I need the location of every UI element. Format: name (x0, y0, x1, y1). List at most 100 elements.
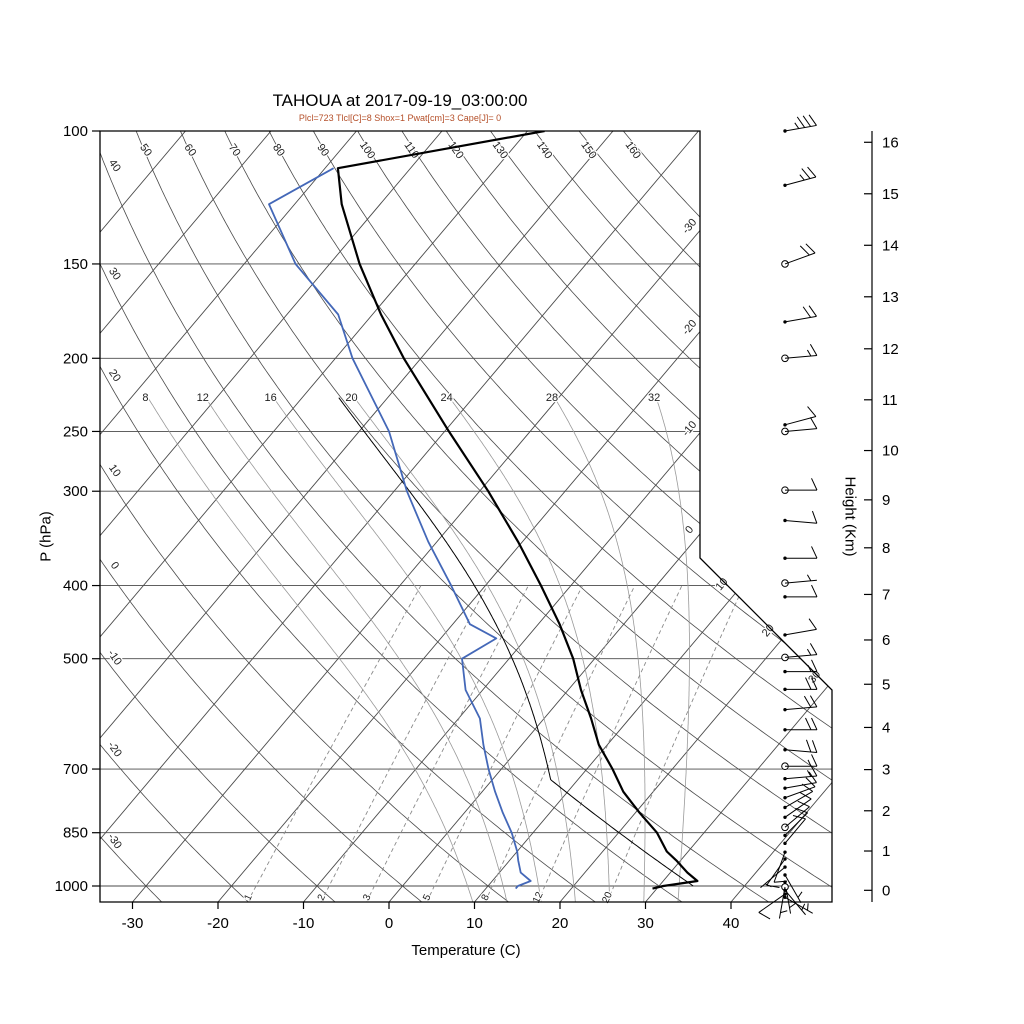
barb-staff (784, 749, 817, 754)
moist-adiabat-label: 20 (345, 392, 357, 404)
dry-adiabat-label-left: -30 (105, 831, 124, 851)
isotherm-line (132, 131, 785, 902)
barb-feather (806, 574, 812, 582)
barb-staff (784, 791, 813, 808)
barb-staff (758, 893, 786, 913)
barb-feather (789, 903, 796, 909)
barb-feather (811, 510, 818, 524)
height-tick-label: 10 (882, 443, 899, 460)
wind-barb (783, 777, 816, 800)
dry-adiabat-label-top: 120 (445, 139, 465, 161)
barb-feather (801, 168, 811, 179)
dry-adiabat-line (100, 131, 769, 902)
temp-tick-label: 40 (723, 915, 740, 932)
isotherm-edge-label: 10 (714, 576, 731, 593)
mixing-ratio-label: 5 (421, 892, 434, 902)
height-tick-label: 1 (882, 843, 890, 860)
barb-staff (784, 706, 817, 711)
wind-barb (783, 659, 818, 674)
barb-staff (784, 315, 817, 323)
temp-tick-label: 20 (552, 915, 569, 932)
x-axis-label: Temperature (C) (411, 942, 521, 959)
barb-feather (811, 478, 818, 491)
barb-staff (784, 519, 817, 524)
height-tick-label: 16 (882, 134, 899, 151)
barb-feather (808, 618, 817, 630)
moist-adiabat-label: 8 (142, 392, 148, 404)
barb-feather (806, 349, 812, 357)
isotherm-edge-label: -10 (680, 419, 699, 439)
isotherm-line (100, 131, 443, 902)
pressure-tick-label: 150 (63, 256, 88, 273)
barb-feather (806, 648, 812, 656)
barb-feather (792, 814, 806, 820)
isotherm-line (100, 131, 699, 902)
temp-tick-label: -20 (207, 915, 229, 932)
dry-adiabat-line (180, 131, 832, 902)
wind-barb (783, 814, 806, 846)
barb-staff (784, 252, 816, 265)
barb-feather (799, 792, 812, 800)
barb-feather (801, 783, 813, 792)
barb-feather (811, 659, 818, 672)
dry-adiabat-label-top: 160 (623, 139, 643, 161)
barb-feather (807, 166, 817, 178)
barb-feather (805, 739, 812, 753)
barb-feather (809, 764, 818, 777)
isotherm-line (100, 131, 272, 902)
barb-feather (808, 114, 817, 126)
dry-adiabat-line (100, 131, 596, 902)
height-tick-label: 11 (882, 392, 898, 409)
dry-adiabat-label-left: 30 (106, 266, 123, 283)
mixing-ratio-label: 1 (242, 892, 255, 902)
barb-staff (784, 654, 817, 658)
pressure-tick-label: 850 (63, 825, 88, 842)
dry-adiabat-line (100, 131, 423, 902)
barb-staff (784, 812, 808, 836)
mixing-ratio-line (537, 585, 683, 902)
moist-adiabat-line (447, 395, 610, 902)
mixing-ratio-label: 20 (600, 890, 615, 905)
dry-adiabat-label-top: 150 (578, 139, 598, 161)
barb-feather (795, 807, 808, 814)
mixing-ratio-label: 3 (361, 892, 374, 902)
wind-barbs (758, 114, 818, 920)
dry-adiabat-line (135, 131, 832, 902)
height-tick-label: 4 (882, 719, 890, 736)
dry-adiabat-label-top: 130 (490, 139, 510, 161)
barb-staff (784, 428, 817, 432)
height-axis-label: Height (Km) (841, 476, 859, 557)
barb-feather (808, 305, 817, 317)
moist-adiabat-label: 12 (197, 392, 209, 404)
isotherm-line (645, 131, 832, 902)
wind-barb (783, 873, 803, 903)
moist-adiabat-line (271, 395, 542, 902)
height-tick-label: 13 (882, 289, 899, 306)
height-tick-label: 2 (882, 803, 890, 820)
dry-adiabat-label-top: 60 (181, 142, 198, 159)
wind-barb (758, 892, 787, 920)
dry-adiabat-line (313, 131, 832, 902)
dry-adiabat-line (100, 131, 162, 902)
dry-adiabat-label-left: 0 (108, 560, 121, 572)
chart-title: TAHOUA at 2017-09-19_03:00:00 (272, 91, 528, 110)
moist-adiabat-line (203, 395, 508, 902)
wind-barb (781, 243, 816, 268)
mixing-ratio-label: 12 (531, 890, 546, 905)
barb-staff (784, 628, 817, 636)
wind-barb (783, 895, 813, 914)
barb-feather (805, 677, 812, 690)
isotherm-line (100, 131, 357, 902)
wind-barb (783, 546, 818, 560)
dry-adiabat-label-left: 40 (106, 157, 123, 174)
barb-feather (799, 245, 810, 256)
dry-adiabat-label-top: 80 (270, 142, 287, 159)
dry-adiabat-line (357, 131, 832, 902)
barb-staff (784, 124, 817, 132)
background-lines (0, 131, 832, 902)
dry-adiabat-line (579, 131, 832, 902)
wind-barb (783, 717, 818, 732)
wind-barb (781, 417, 818, 436)
isotherm-line (0, 131, 14, 902)
